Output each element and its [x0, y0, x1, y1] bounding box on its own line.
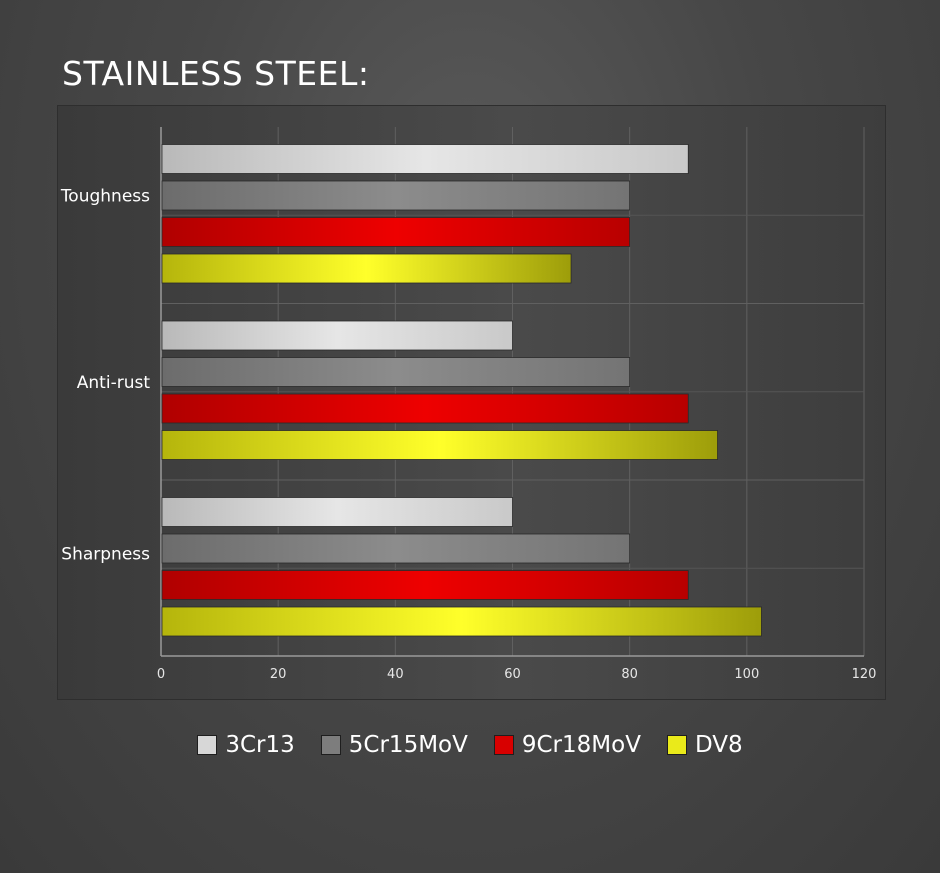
- category-label-sharpness: Sharpness: [61, 544, 150, 564]
- bar-toughness-3cr13: [161, 144, 689, 174]
- bar-toughness-dv8: [161, 253, 572, 284]
- bar-anti-rust-dv8: [161, 430, 718, 460]
- legend-label-3cr13: 3Cr13: [225, 732, 295, 758]
- legend-label-5cr15mov: 5Cr15MoV: [348, 732, 468, 758]
- bar-sharpness-9cr18mov: [161, 570, 689, 600]
- legend-swatch-3cr13: [197, 735, 218, 755]
- x-tick-label-0: 0: [157, 667, 165, 682]
- bar-anti-rust-9cr18mov: [161, 393, 689, 424]
- page-title: STAINLESS STEEL:: [62, 54, 370, 93]
- legend-label-9cr18mov: 9Cr18MoV: [521, 732, 641, 758]
- bar-sharpness-5cr15mov: [161, 533, 631, 564]
- legend: 3Cr13 5Cr15MoV 9Cr18MoV DV8: [0, 727, 940, 763]
- category-label-anti-rust: Anti-rust: [77, 373, 151, 393]
- bar-sharpness-dv8: [161, 606, 762, 637]
- x-tick-label-60: 60: [504, 667, 521, 682]
- legend-swatch-9cr18mov: [493, 735, 514, 755]
- legend-item-dv8: DV8: [666, 732, 743, 758]
- x-tick-label-40: 40: [387, 667, 404, 682]
- legend-swatch-5cr15mov: [320, 735, 341, 755]
- bar-toughness-5cr15mov: [161, 180, 631, 211]
- legend-item-9cr18mov: 9Cr18MoV: [493, 732, 641, 758]
- x-tick-label-100: 100: [734, 667, 759, 682]
- bar-sharpness-3cr13: [161, 497, 513, 527]
- legend-item-3cr13: 3Cr13: [197, 732, 295, 758]
- x-tick-label-120: 120: [852, 667, 877, 682]
- legend-item-5cr15mov: 5Cr15MoV: [320, 732, 468, 758]
- bar-toughness-9cr18mov: [161, 217, 631, 247]
- legend-swatch-dv8: [666, 735, 687, 755]
- bar-anti-rust-5cr15mov: [161, 357, 631, 387]
- x-tick-label-80: 80: [621, 667, 638, 682]
- category-label-toughness: Toughness: [60, 186, 150, 206]
- bar-anti-rust-3cr13: [161, 320, 513, 351]
- legend-label-dv8: DV8: [694, 732, 743, 758]
- x-tick-label-20: 20: [270, 667, 287, 682]
